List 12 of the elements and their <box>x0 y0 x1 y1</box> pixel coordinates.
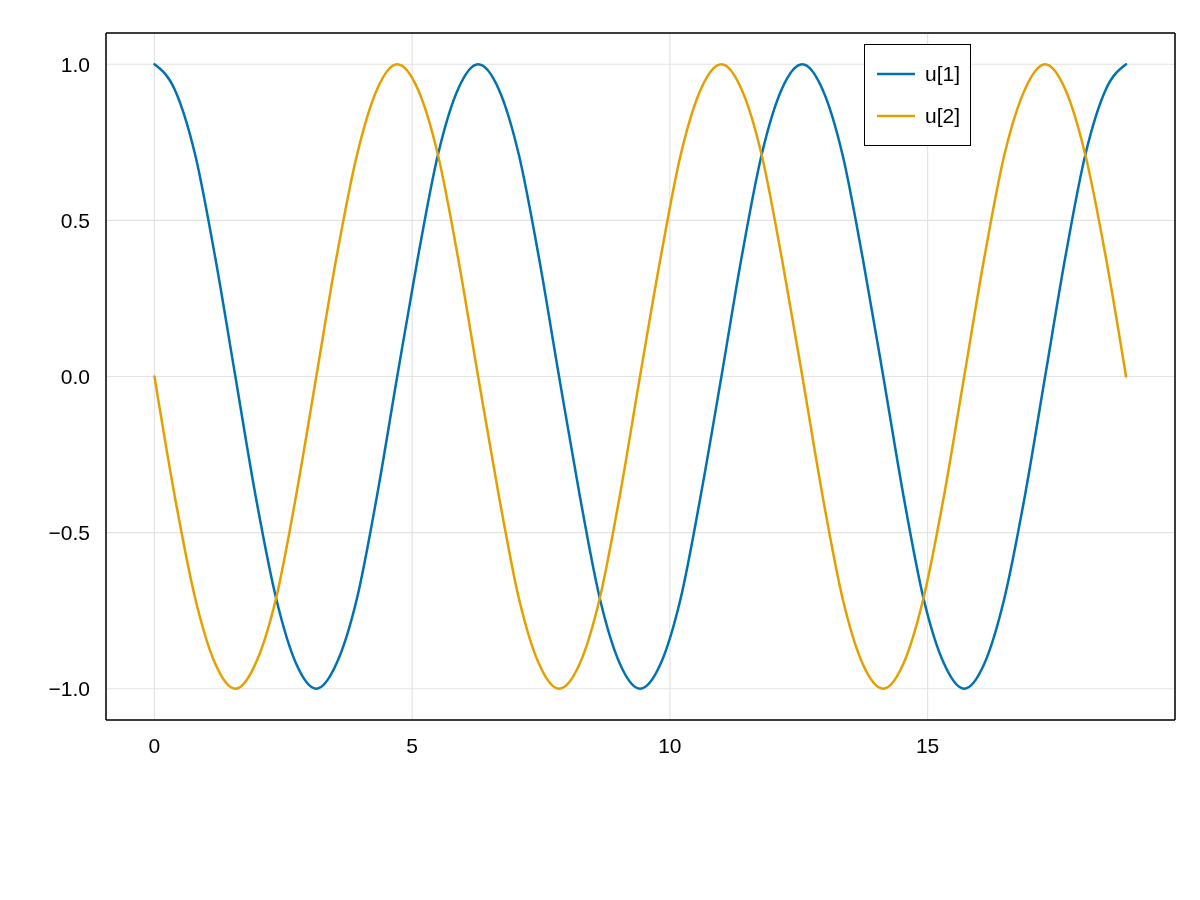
x-tick-label: 10 <box>658 733 682 757</box>
legend-label: u[1] <box>924 62 960 86</box>
x-tick-label: 5 <box>406 733 419 757</box>
x-tick-label: 15 <box>915 733 940 757</box>
line-series <box>153 62 1128 691</box>
y-tick-label: −1.0 <box>48 677 90 701</box>
y-tick-label: −0.5 <box>48 521 90 545</box>
y-tick-label: 1.0 <box>60 52 90 76</box>
legend-label: u[2] <box>924 104 960 128</box>
y-tick-label: 0.0 <box>60 364 90 388</box>
y-tick-label: 0.5 <box>60 208 90 232</box>
x-tick-label: 0 <box>148 733 161 757</box>
